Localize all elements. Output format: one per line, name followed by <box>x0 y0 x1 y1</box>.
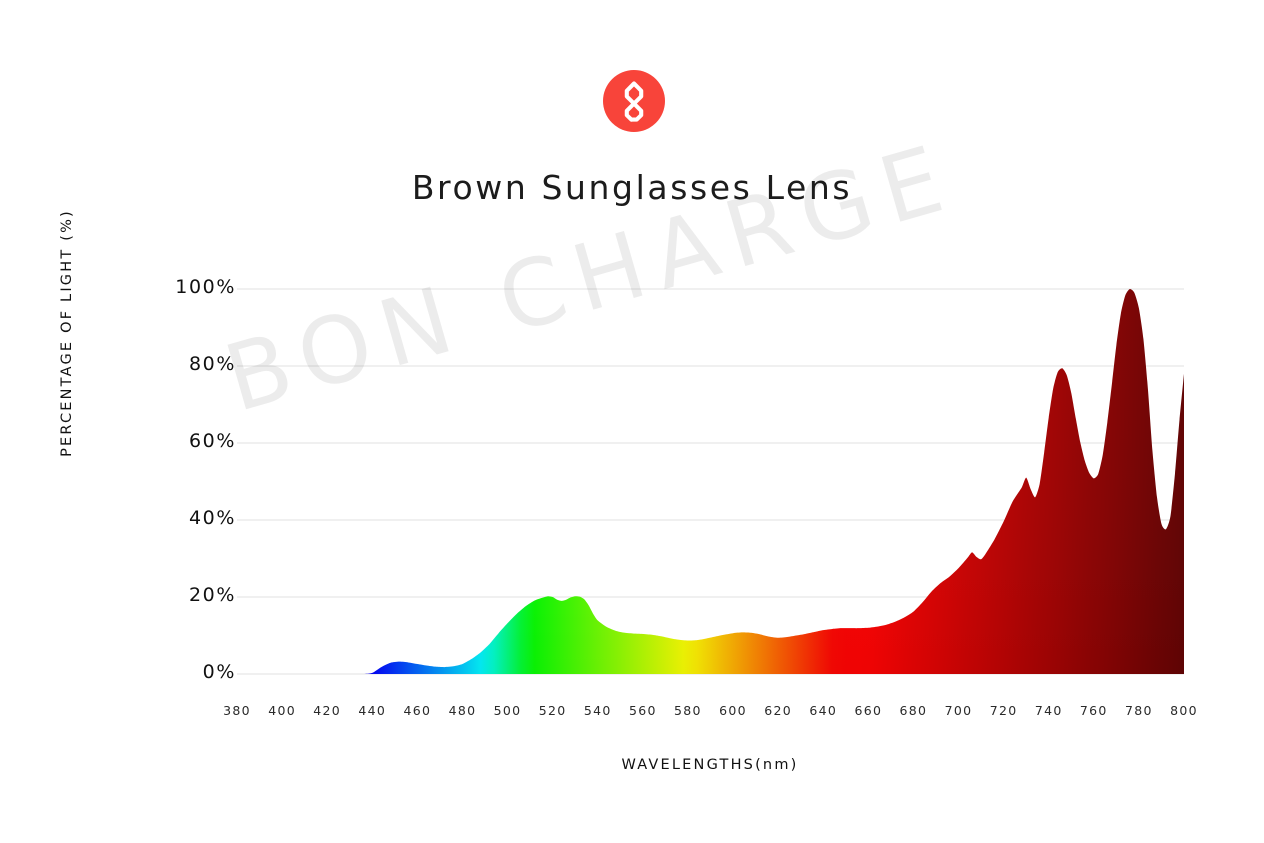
x-axis-tick: 780 <box>1125 703 1153 718</box>
x-axis-tick: 440 <box>358 703 387 718</box>
x-axis-tick: 680 <box>899 703 928 718</box>
y-axis-tick: 60% <box>188 430 236 452</box>
x-axis-tick: 520 <box>538 703 567 718</box>
x-axis-tick: 500 <box>493 703 522 718</box>
x-axis-tick: 600 <box>719 703 747 718</box>
x-axis-tick: 760 <box>1079 703 1108 718</box>
brand-logo <box>603 70 665 132</box>
x-axis-tick: 800 <box>1170 703 1198 718</box>
x-axis-tick: 620 <box>764 703 793 718</box>
y-axis-tick: 100% <box>175 276 236 298</box>
x-axis-tick: 660 <box>854 703 883 718</box>
x-axis-tick: 580 <box>674 703 702 718</box>
x-axis-tick: 400 <box>268 703 296 718</box>
y-axis-tick: 80% <box>188 353 236 375</box>
y-axis-tick: 40% <box>188 507 236 529</box>
x-axis-tick: 640 <box>809 703 838 718</box>
x-axis-tick: 720 <box>989 703 1018 718</box>
x-axis-tick: 540 <box>583 703 612 718</box>
y-axis-tick: 20% <box>188 584 236 606</box>
bon-charge-infinity-logo-icon <box>624 81 644 122</box>
x-axis-tick: 700 <box>944 703 973 718</box>
x-axis-tick: 420 <box>313 703 342 718</box>
x-axis-tick: 380 <box>223 703 251 718</box>
x-axis-tick: 480 <box>448 703 477 718</box>
x-axis-tick: 560 <box>628 703 657 718</box>
x-axis-tick: 740 <box>1034 703 1063 718</box>
y-axis-tick: 0% <box>202 661 236 683</box>
x-axis-tick: 460 <box>403 703 432 718</box>
page-title: Brown Sunglasses Lens <box>411 168 853 207</box>
x-axis-title: WAVELENGTHS(nm) <box>621 757 799 773</box>
